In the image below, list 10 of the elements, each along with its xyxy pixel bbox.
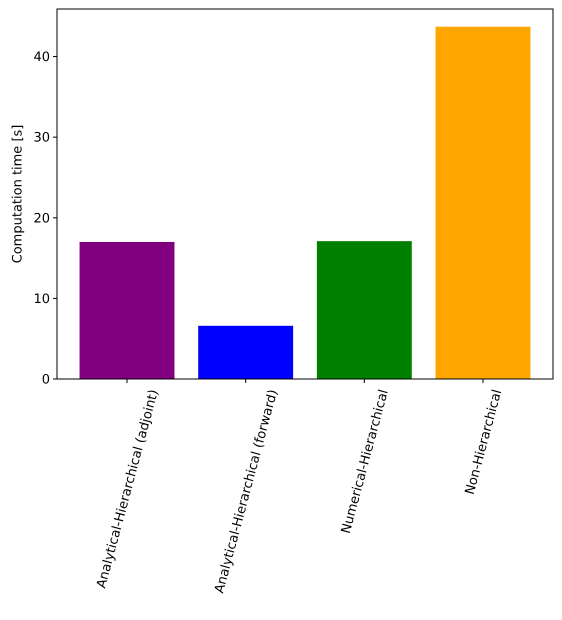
y-tick-label: 10 [33,292,50,307]
bar [436,26,530,379]
y-tick-label: 30 [33,130,50,146]
y-tick-label: 20 [33,211,50,226]
bar [80,242,174,379]
y-tick-label: 40 [33,50,50,66]
bar [316,241,412,379]
y-tick-label: 0 [42,372,50,388]
y-axis-title: Computation time [s] [10,124,26,264]
bar [198,326,294,379]
